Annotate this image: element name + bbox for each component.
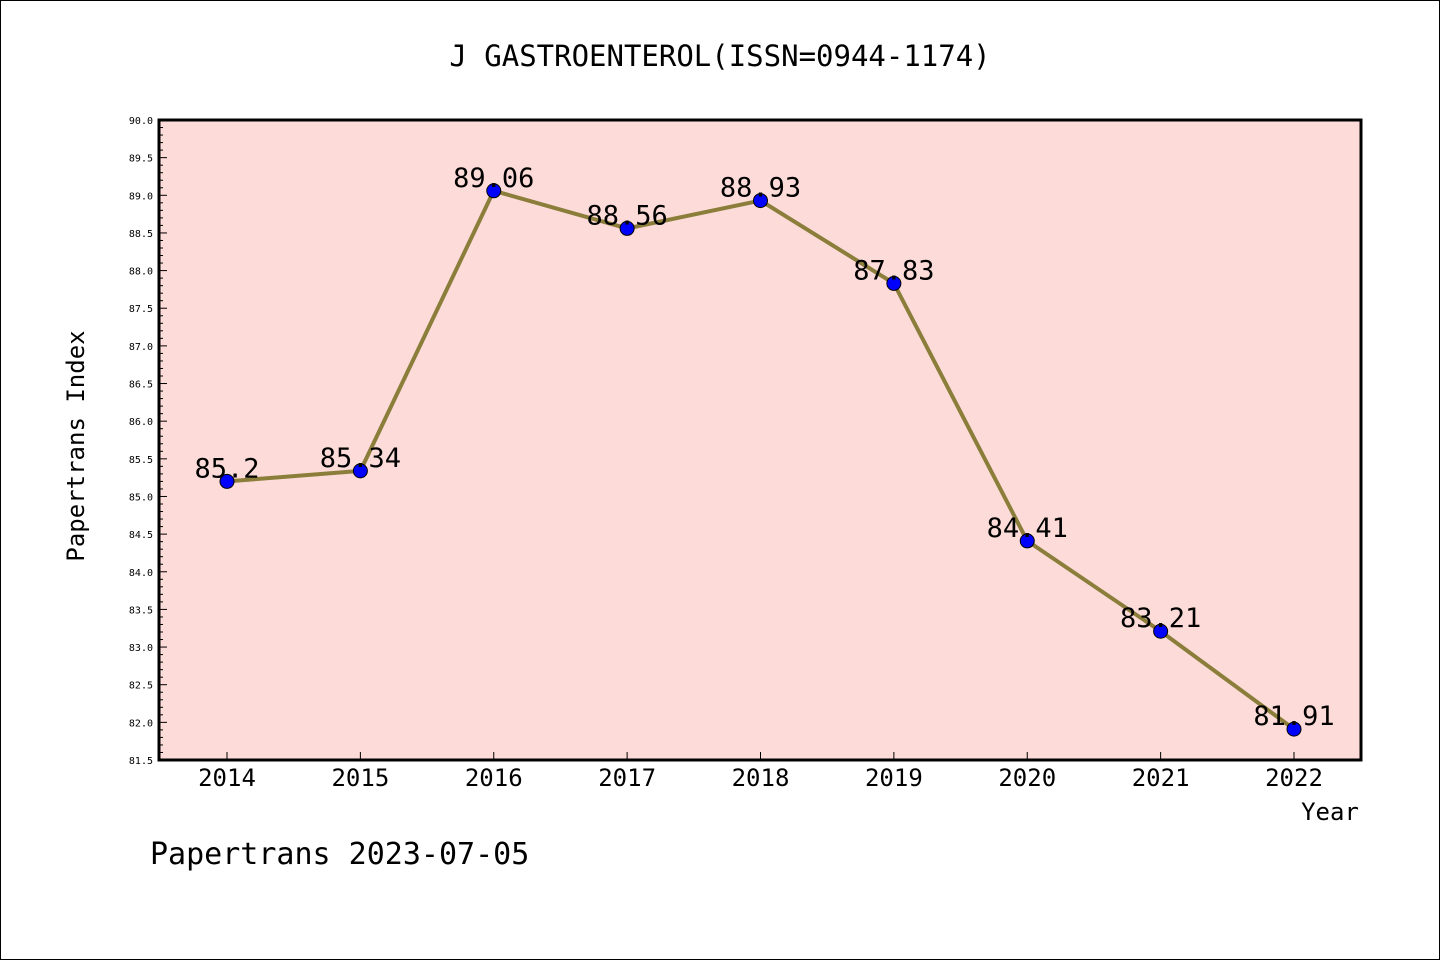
- y-tick-label: 87.5: [129, 304, 153, 315]
- data-label: 89.06: [453, 163, 534, 194]
- data-point: [219, 473, 235, 489]
- data-point: [619, 220, 635, 236]
- data-label: 84.41: [987, 513, 1068, 544]
- x-tick-label: 2016: [465, 764, 523, 792]
- x-tick-label: 2022: [1265, 764, 1323, 792]
- y-tick-label: 83.0: [129, 643, 153, 654]
- data-point: [1286, 721, 1302, 737]
- y-tick-label: 83.5: [129, 605, 153, 616]
- data-label: 88.93: [720, 173, 801, 204]
- data-point: [1153, 623, 1169, 639]
- data-label: 88.56: [586, 200, 667, 231]
- data-point: [1019, 533, 1035, 549]
- y-tick-label: 88.0: [129, 267, 153, 278]
- data-markers: [219, 183, 1302, 737]
- x-tick-label: 2019: [865, 764, 923, 792]
- y-tick-label: 82.5: [129, 681, 153, 692]
- x-tick-label: 2020: [998, 764, 1056, 792]
- data-label: 87.83: [853, 255, 934, 286]
- data-label: 85.34: [320, 443, 401, 474]
- y-tick-label: 86.0: [129, 417, 153, 428]
- chart-title: J GASTROENTEROL(ISSN=0944-1174): [449, 39, 990, 73]
- x-axis-label: Year: [1301, 798, 1359, 826]
- y-tick-label: 89.5: [129, 154, 153, 165]
- y-tick-label: 89.0: [129, 191, 153, 202]
- y-tick-label: 81.5: [129, 756, 153, 767]
- data-label: 85.2: [194, 453, 259, 484]
- y-tick-label: 86.5: [129, 380, 153, 391]
- x-tick-label: 2014: [198, 764, 256, 792]
- data-point: [486, 183, 502, 199]
- y-tick-label: 85.5: [129, 455, 153, 466]
- y-tick-label: 84.5: [129, 530, 153, 541]
- plot-area: [159, 120, 1361, 760]
- y-tick-label: 85.0: [129, 492, 153, 503]
- x-tick-label: 2021: [1132, 764, 1190, 792]
- data-point: [352, 463, 368, 479]
- data-label: 83.21: [1120, 603, 1201, 634]
- data-labels: 85.2 85.34 89.06 88.56 88.93 87.83 84.41 83.21 8…: [194, 163, 1334, 732]
- data-point: [753, 193, 768, 209]
- x-axis-ticks: 2014 2015 2016 2017 2018 2019 2020 2021 2022: [198, 752, 1323, 792]
- x-tick-label: 2018: [732, 764, 790, 792]
- footer-text: Papertrans 2023-07-05: [150, 837, 529, 872]
- y-tick-label: 84.0: [129, 568, 153, 579]
- data-point: [886, 275, 902, 291]
- y-tick-label: 82.0: [129, 718, 153, 729]
- y-tick-label: 88.5: [129, 229, 153, 240]
- data-label: 81.91: [1253, 701, 1334, 732]
- x-tick-label: 2015: [331, 764, 389, 792]
- plot-border: [157, 118, 1363, 762]
- y-tick-label: 90.0: [129, 116, 153, 127]
- y-axis-label: Papertrans Index: [62, 330, 90, 561]
- y-tick-label: 87.0: [129, 342, 153, 353]
- x-tick-label: 2017: [598, 764, 656, 792]
